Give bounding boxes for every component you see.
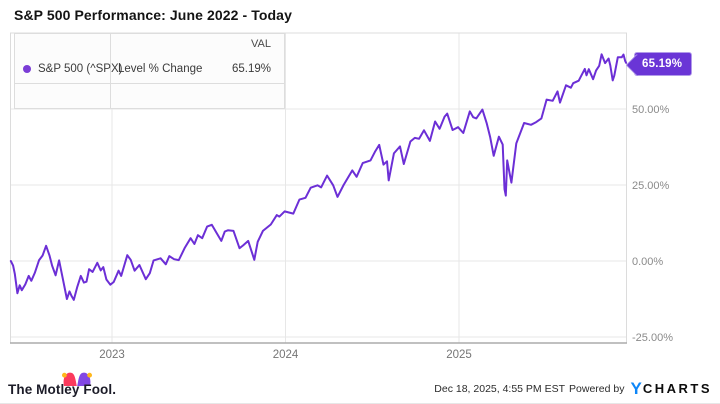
badge-value: 65.19%: [642, 58, 683, 70]
last-value-badge: 65.19%: [625, 52, 693, 76]
legend-header-row: VAL: [15, 34, 284, 54]
series-color-dot-icon: [23, 64, 31, 73]
series-name: S&P 500 (^SPX): [38, 62, 123, 75]
ycharts-wordmark: CHARTS: [642, 381, 712, 396]
legend-box: VAL S&P 500 (^SPX) Level % Change 65.19%: [14, 33, 285, 109]
legend-header-symbol-cell: [15, 34, 111, 54]
legend-series-row: S&P 500 (^SPX) Level % Change 65.19%: [15, 54, 284, 84]
x-axis-tick-label: 2023: [99, 349, 125, 361]
x-axis-tick-label: 2024: [273, 349, 299, 361]
y-axis-tick-label: 25.00%: [632, 180, 670, 192]
powered-by-label: Powered by: [569, 382, 625, 395]
y-axis-tick-label: -25.00%: [632, 332, 673, 344]
motley-fool-wordmark: The Motley Fool.: [8, 382, 117, 397]
x-axis-tick-label: 2025: [446, 349, 472, 361]
legend-val-header: VAL: [251, 38, 271, 50]
timestamp: Dec 18, 2025, 4:55 PM EST: [434, 382, 566, 395]
footer-attribution: Dec 18, 2025, 4:55 PM EST Powered by Y C…: [434, 380, 712, 397]
legend-header-metric-cell: [111, 34, 212, 54]
chart-title: S&P 500 Performance: June 2022 - Today: [14, 7, 292, 23]
legend-symbol-cell: S&P 500 (^SPX): [15, 54, 122, 83]
series-metric: Level % Change: [118, 62, 203, 75]
sp500-price-line: [9, 53, 628, 301]
legend-empty-row: [15, 84, 284, 108]
y-axis-tick-label: 50.00%: [632, 104, 670, 116]
series-value: 65.19%: [231, 62, 271, 75]
y-axis-tick-label: 0.00%: [632, 256, 663, 268]
jester-hat-icon: [62, 372, 92, 386]
ycharts-y-icon: Y: [630, 379, 642, 398]
